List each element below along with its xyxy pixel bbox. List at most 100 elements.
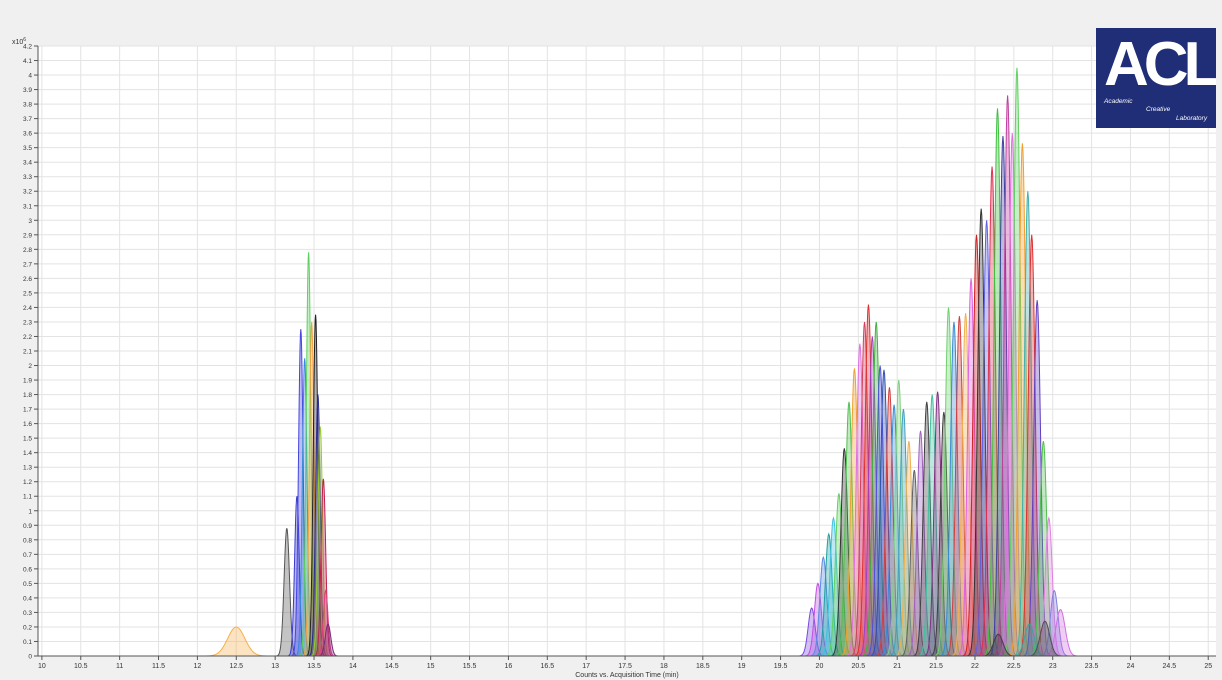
chromatogram-peak xyxy=(950,313,981,657)
y-multiplier-label: x106 xyxy=(12,37,26,46)
y-tick-label: 4 xyxy=(28,73,32,80)
y-tick-label: 1.7 xyxy=(23,407,32,414)
y-tick-label: 3.6 xyxy=(23,131,32,138)
chromatogram-peak xyxy=(905,430,936,657)
chromatogram-peak xyxy=(976,166,1008,657)
chromatogram-peak xyxy=(294,358,315,657)
x-tick-label: 16.5 xyxy=(540,663,554,670)
x-tick-label: 13 xyxy=(271,663,279,670)
x-tick-label: 15.5 xyxy=(463,663,477,670)
y-tick-label: 2.5 xyxy=(23,290,32,297)
y-tick-label: 3 xyxy=(28,218,32,225)
chromatogram-peak xyxy=(883,379,914,657)
y-tick-label: 3.3 xyxy=(23,174,32,181)
x-tick-label: 12.5 xyxy=(229,663,243,670)
y-tick-label: 2.2 xyxy=(23,334,32,341)
x-tick-label: 22.5 xyxy=(1007,663,1021,670)
y-tick-label: 0.4 xyxy=(23,595,32,602)
y-tick-label: 2.1 xyxy=(23,349,32,356)
chromatogram-peak xyxy=(818,516,849,657)
chromatogram-peak xyxy=(1028,440,1059,657)
chromatogram-peak xyxy=(833,401,865,657)
chromatogram-peak xyxy=(982,108,1013,657)
x-tick-label: 20.5 xyxy=(852,663,866,670)
y-tick-label: 1.4 xyxy=(23,450,32,457)
x-tick-label: 22 xyxy=(971,663,979,670)
y-tick-label: 4.2 xyxy=(23,44,32,51)
y-tick-label: 0.2 xyxy=(23,624,32,631)
chromatogram-peak xyxy=(823,493,855,657)
y-tick-label: 2.3 xyxy=(23,319,32,326)
axes: 10 10.5 11 11.5 12 12.5 13 13.5 14 14.5 15 15.5 16 16… xyxy=(23,44,1216,670)
chromatogram-peak xyxy=(808,555,839,657)
y-tick-label: 2.6 xyxy=(23,276,32,283)
x-tick-label: 17.5 xyxy=(618,663,632,670)
x-tick-label: 21.5 xyxy=(929,663,943,670)
chromatogram-peak xyxy=(1001,67,1033,657)
y-tick-label: 3.7 xyxy=(23,116,32,123)
chromatogram-peak xyxy=(1033,516,1065,657)
y-tick-label: 0.5 xyxy=(23,581,32,588)
x-tick-label: 10 xyxy=(38,663,46,670)
x-tick-label: 23.5 xyxy=(1085,663,1099,670)
chromatogram-peak xyxy=(938,321,970,657)
y-tick-label: 2.7 xyxy=(23,261,32,268)
logo-line-1: Academic xyxy=(1104,98,1133,105)
x-tick-label: 18 xyxy=(660,663,668,670)
y-tick-label: 0.1 xyxy=(23,639,32,646)
acl-logo: ACL Academic Creative Laboratory xyxy=(1096,28,1216,128)
y-tick-label: 2.9 xyxy=(23,232,32,239)
y-tick-label: 1.1 xyxy=(23,494,32,501)
chromatogram-peak xyxy=(868,369,900,657)
chromatogram-peak xyxy=(933,307,964,657)
x-tick-label: 20 xyxy=(816,663,824,670)
y-tick-label: 3.4 xyxy=(23,160,32,167)
y-tick-label: 2 xyxy=(28,363,32,370)
y-tick-label: 3.9 xyxy=(23,87,32,94)
x-tick-label: 11.5 xyxy=(152,663,165,670)
y-tick-label: 3.8 xyxy=(23,102,32,109)
chromatogram-peak xyxy=(1007,143,1038,657)
chromatogram-peak xyxy=(888,409,919,657)
chromatogram-peak xyxy=(301,321,322,657)
y-tick-label: 0.9 xyxy=(23,523,32,530)
x-tick-label: 16 xyxy=(505,663,513,670)
y-tick-label: 0.7 xyxy=(23,552,32,559)
y-tick-label: 1.6 xyxy=(23,421,32,428)
y-tick-label: 1.2 xyxy=(23,479,32,486)
y-tick-label: 0 xyxy=(28,654,32,661)
logo-mark: ACL xyxy=(1104,30,1216,99)
x-tick-label: 19.5 xyxy=(774,663,788,670)
y-tick-label: 3.1 xyxy=(23,203,32,210)
y-tick-label: 0.8 xyxy=(23,537,32,544)
y-tick-label: 3.2 xyxy=(23,189,32,196)
chromatogram-peak xyxy=(955,278,987,657)
x-axis-title: Counts vs. Acquisition Time (min) xyxy=(575,672,678,679)
peaks xyxy=(200,67,1081,657)
y-tick-label: 0.3 xyxy=(23,610,32,617)
x-tick-label: 25 xyxy=(1204,663,1212,670)
x-tick-label: 24 xyxy=(1127,663,1135,670)
logo-line-3: Laboratory xyxy=(1176,115,1208,122)
y-tick-label: 2.8 xyxy=(23,247,32,254)
chromatogram-peak xyxy=(1021,300,1053,657)
x-tick-label: 24.5 xyxy=(1163,663,1177,670)
chromatogram-peak xyxy=(1037,589,1072,657)
x-tick-label: 17 xyxy=(582,663,590,670)
x-tick-label: 11 xyxy=(116,663,123,670)
y-tick-label: 3.5 xyxy=(23,145,32,152)
logo-line-2: Creative xyxy=(1146,106,1171,113)
chromatogram-peak xyxy=(274,528,299,657)
y-tick-label: 1.5 xyxy=(23,436,32,443)
chromatogram-peak xyxy=(309,426,331,657)
x-tick-label: 10.5 xyxy=(74,663,88,670)
y-tick-label: 1 xyxy=(28,508,32,515)
x-tick-label: 15 xyxy=(427,663,435,670)
chromatogram-peak xyxy=(893,440,925,657)
y-tick-label: 1.8 xyxy=(23,392,32,399)
x-tick-label: 19 xyxy=(738,663,746,670)
y-tick-label: 1.9 xyxy=(23,378,32,385)
y-tick-label: 2.4 xyxy=(23,305,32,312)
chromatogram-peak xyxy=(315,589,336,657)
x-tick-label: 23 xyxy=(1049,663,1057,670)
